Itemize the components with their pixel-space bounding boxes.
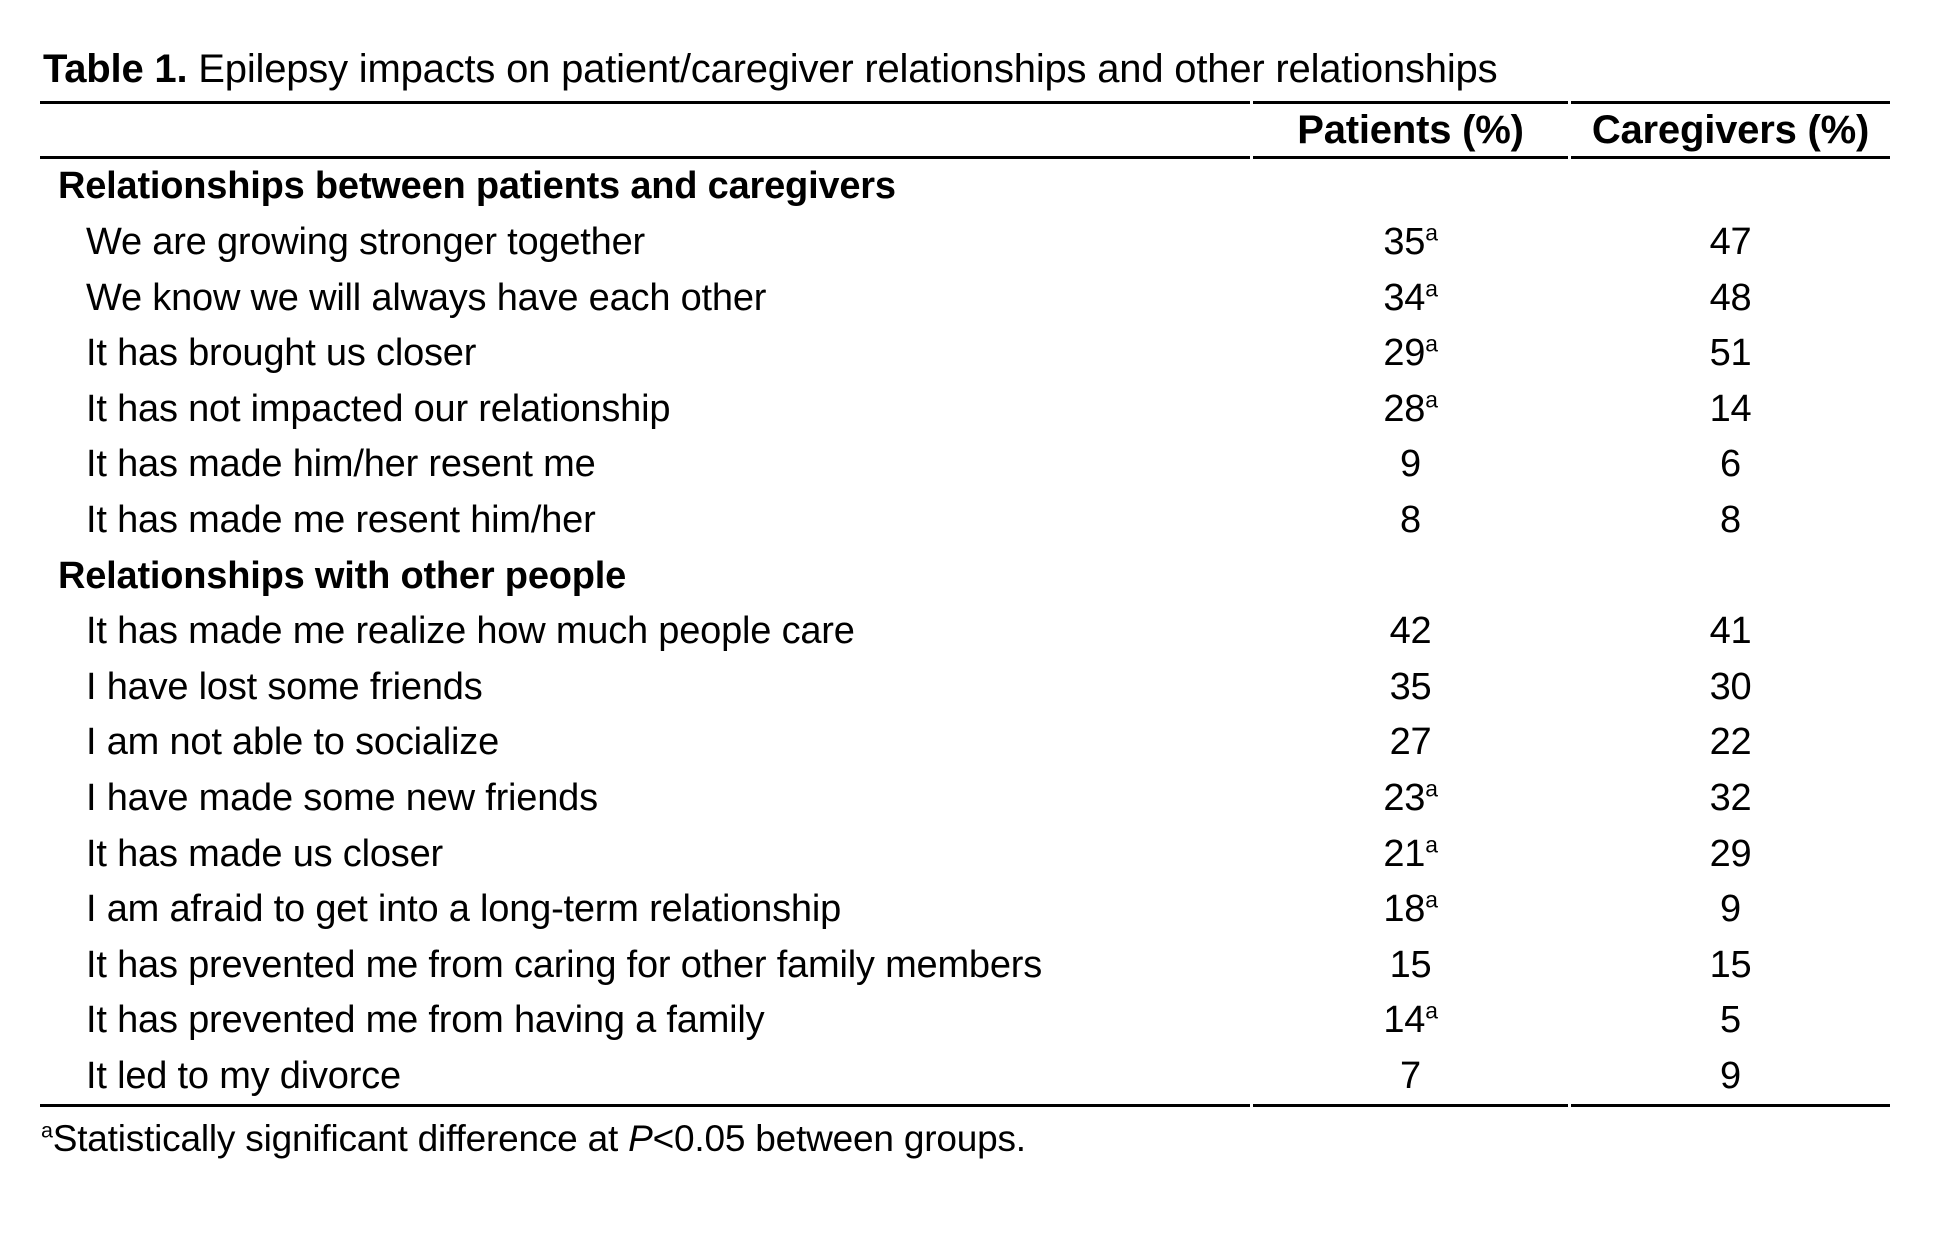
caregivers-value: 29 [1709, 832, 1752, 875]
table-row: We are growing stronger together 35a 47 [40, 215, 1890, 271]
caregivers-value: 14 [1709, 387, 1752, 430]
patients-value: 18a [1383, 886, 1438, 931]
row-label: It led to my divorce [40, 1049, 1250, 1108]
patients-value: 9 [1400, 443, 1421, 486]
significance-marker: a [1425, 997, 1438, 1024]
table-row: It has prevented me from caring for othe… [40, 938, 1890, 994]
table-row: It has not impacted our relationship 28a… [40, 382, 1890, 438]
patients-value: 8 [1400, 499, 1421, 542]
paper-table-figure: Table 1. Epilepsy impacts on patient/car… [37, 46, 1893, 1160]
table-footnote: aStatistically significant difference at… [41, 1118, 1893, 1160]
table-caption-text: Epilepsy impacts on patient/caregiver re… [187, 47, 1498, 91]
table-row: It has made us closer 21a 29 [40, 826, 1890, 882]
caregivers-value: 41 [1709, 610, 1752, 653]
section-row: Relationships with other people [40, 548, 1890, 604]
epilepsy-impacts-table: Patients (%) Caregivers (%) Relationship… [37, 101, 1893, 1108]
patients-value: 15 [1389, 943, 1432, 986]
caregivers-value: 8 [1720, 499, 1741, 542]
patients-value: 28a [1383, 386, 1438, 430]
caregivers-value: 51 [1709, 332, 1752, 375]
row-label: It has made us closer [86, 832, 443, 875]
p-value-symbol: P [628, 1118, 653, 1160]
significance-marker: a [1425, 886, 1438, 913]
patients-value: 35 [1389, 665, 1432, 708]
row-label: We are growing stronger together [86, 221, 645, 264]
significance-marker: a [1425, 775, 1438, 802]
footnote-text-start: Statistically significant difference at [52, 1118, 629, 1160]
row-label: It has not impacted our relationship [86, 387, 671, 430]
significance-marker: a [1425, 830, 1438, 857]
significance-marker: a [1425, 386, 1438, 413]
row-label: I have lost some friends [86, 665, 483, 708]
footnote-marker: a [41, 1118, 53, 1143]
patients-value: 14a [1383, 997, 1438, 1042]
table-row: It has brought us closer 29a 51 [40, 326, 1890, 382]
significance-marker: a [1425, 275, 1438, 302]
row-label: We know we will always have each other [86, 276, 767, 319]
caregivers-value: 15 [1709, 943, 1752, 986]
patients-value: 23a [1383, 775, 1438, 820]
table-row: I am not able to socialize 27 22 [40, 715, 1890, 771]
patients-value: 29a [1383, 330, 1438, 375]
row-label: It has made him/her resent me [86, 443, 596, 486]
caregivers-value: 48 [1709, 276, 1752, 319]
table-row: It has made him/her resent me 9 6 [40, 437, 1890, 493]
caregivers-value: 9 [1571, 1049, 1890, 1108]
row-label: I am not able to socialize [86, 721, 500, 764]
patients-value: 35a [1383, 219, 1438, 264]
column-header-caregivers: Caregivers (%) [1571, 101, 1890, 160]
header-spacer-cell [40, 101, 1250, 160]
table-row: We know we will always have each other 3… [40, 270, 1890, 326]
caregivers-value: 32 [1709, 777, 1752, 820]
caregivers-value: 22 [1709, 721, 1752, 764]
caregivers-value: 9 [1720, 888, 1741, 931]
row-label: It has made me realize how much people c… [86, 610, 855, 653]
patients-value: 21a [1383, 830, 1438, 875]
footnote-text-end: <0.05 between groups. [652, 1118, 1026, 1160]
table-row: I have made some new friends 23a 32 [40, 771, 1890, 827]
column-header-patients: Patients (%) [1253, 101, 1568, 160]
table-row: It has prevented me from having a family… [40, 993, 1890, 1049]
row-label: I have made some new friends [86, 777, 598, 820]
caregivers-value: 47 [1709, 221, 1752, 264]
row-label: It has made me resent him/her [86, 499, 596, 542]
section-row: Relationships between patients and careg… [40, 159, 1890, 215]
table-number-label: Table 1. [43, 47, 188, 91]
table-title: Table 1. Epilepsy impacts on patient/car… [43, 46, 1893, 93]
patients-value: 27 [1389, 721, 1432, 764]
significance-marker: a [1425, 219, 1438, 246]
patients-value: 34a [1383, 275, 1438, 319]
table-row: I am afraid to get into a long-term rela… [40, 882, 1890, 938]
header-row: Patients (%) Caregivers (%) [40, 101, 1890, 160]
table-row: It has made me realize how much people c… [40, 604, 1890, 660]
significance-marker: a [1425, 330, 1438, 357]
table-row: It led to my divorce 7 9 [40, 1049, 1890, 1108]
caregivers-value: 30 [1709, 665, 1752, 708]
row-label: I am afraid to get into a long-term rela… [86, 888, 842, 931]
row-label: It has brought us closer [86, 332, 477, 375]
patients-value: 42 [1389, 610, 1432, 653]
row-label: It has prevented me from caring for othe… [86, 943, 1043, 986]
caregivers-value: 6 [1720, 443, 1741, 486]
section-label: Relationships with other people [58, 554, 627, 597]
caregivers-value: 5 [1720, 999, 1741, 1042]
row-label: It has prevented me from having a family [86, 999, 765, 1042]
section-label: Relationships between patients and careg… [58, 165, 896, 208]
table-row: It has made me resent him/her 8 8 [40, 493, 1890, 549]
table-row: I have lost some friends 35 30 [40, 660, 1890, 716]
patients-value: 7 [1253, 1049, 1568, 1108]
